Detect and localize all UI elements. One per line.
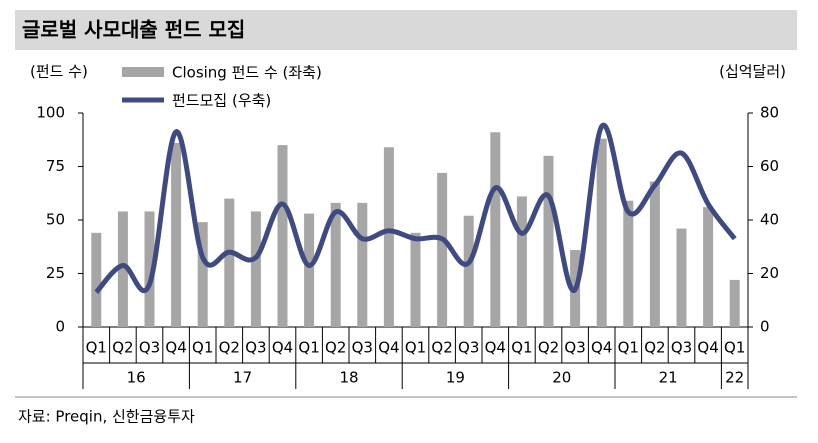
y2-tick-label: 20 [760,264,779,282]
bar [304,213,315,327]
x-tick-label: Q4 [165,339,186,357]
bar [357,202,368,327]
legend-swatch [122,67,164,77]
y2-tick-label: 0 [760,318,770,336]
x-tick-label: Q1 [298,339,319,357]
bar [197,222,208,327]
bar [463,215,474,327]
x-tick-label: Q2 [219,339,240,357]
bar [490,132,501,327]
line-series [94,122,737,294]
bar [144,211,155,327]
bar [330,202,341,327]
year-label: 16 [127,369,146,387]
year-label: 20 [552,369,571,387]
bar [676,228,687,327]
x-tick-label: Q2 [112,339,133,357]
x-tick-label: Q3 [352,339,373,357]
bar [437,172,448,327]
bar [91,232,102,327]
bar [250,211,261,327]
x-tick-label: Q1 [405,339,426,357]
x-tick-label: Q4 [485,339,506,357]
bar [623,200,634,327]
bar [649,181,660,327]
x-tick-label: Q2 [538,339,559,357]
source: 자료: Preqin, 신한금융투자 [18,408,195,426]
y-axis-label: (펀드 수) [30,63,88,81]
bar [224,198,235,327]
bar [171,142,182,327]
x-tick-label: Q4 [272,339,293,357]
x-tick-label: Q3 [671,339,692,357]
bar [729,279,740,327]
legend-label: Closing 펀드 수 (좌축) [172,64,322,82]
year-label: 19 [446,369,465,387]
x-tick-label: Q1 [192,339,213,357]
x-tick-label: Q3 [139,339,160,357]
title-band [15,10,797,50]
year-label: 18 [339,369,358,387]
x-tick-label: Q4 [378,339,399,357]
bar [277,145,288,327]
y-tick-label: 0 [55,318,65,336]
x-tick-label: Q1 [618,339,639,357]
year-label: 22 [725,369,744,387]
chart-title: 글로벌 사모대출 펀드 모집 [22,18,245,42]
bar [703,207,714,327]
year-label: 17 [233,369,252,387]
y-tick-label: 75 [46,157,65,175]
x-tick-label: Q1 [86,339,107,357]
y2-tick-label: 40 [760,211,779,229]
x-tick-label: Q3 [564,339,585,357]
x-tick-label: Q1 [511,339,532,357]
bar [117,211,128,327]
bar [410,232,421,327]
y-tick-label: 100 [36,104,65,122]
legend-label: 펀드모집 (우축) [172,92,271,110]
x-tick-label: Q3 [245,339,266,357]
x-tick-label: Q4 [591,339,612,357]
bar [516,196,527,327]
x-tick-label: Q4 [697,339,718,357]
x-tick-label: Q3 [458,339,479,357]
y-tick-label: 50 [46,211,65,229]
x-tick-label: Q2 [644,339,665,357]
bar [596,138,607,327]
y2-axis-label: (십억달러) [719,63,786,81]
y2-tick-label: 60 [760,157,779,175]
x-tick-label: Q2 [325,339,346,357]
bar [543,155,554,327]
bar [383,147,394,327]
y-tick-label: 25 [46,264,65,282]
y2-tick-label: 80 [760,104,779,122]
year-label: 21 [659,369,678,387]
x-tick-label: Q1 [724,339,745,357]
x-tick-label: Q2 [431,339,452,357]
